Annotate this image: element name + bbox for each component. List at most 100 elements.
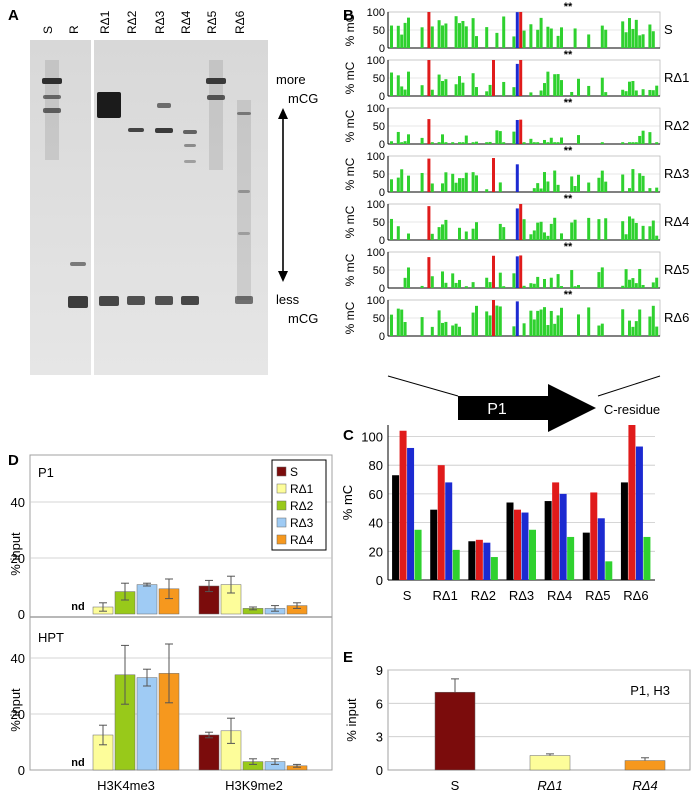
chart-c-category-label: S	[403, 588, 412, 603]
legend-swatch	[276, 534, 287, 545]
chart-c-bar	[430, 509, 438, 580]
methylation-bar	[600, 77, 604, 96]
chart-c-bar	[620, 482, 628, 580]
methylation-bar	[624, 234, 628, 240]
methylation-bar	[549, 310, 553, 336]
legend-label: S	[290, 465, 298, 479]
methylation-bar	[631, 326, 635, 336]
methylation-bar	[532, 283, 536, 288]
methylation-bar	[441, 322, 444, 336]
methylation-bar	[621, 21, 625, 48]
methylation-bar	[628, 216, 631, 240]
chart-c-bar	[559, 493, 567, 580]
methylation-bar	[573, 219, 577, 240]
methylation-bar	[430, 142, 434, 144]
methylation-bar	[624, 32, 628, 48]
methylation-bar	[570, 91, 574, 96]
methylation-bar	[502, 227, 506, 240]
chart-d-p1-ytick-label: 40	[11, 495, 25, 510]
methylation-bar	[570, 222, 574, 240]
methylation-bar	[396, 75, 400, 96]
methylation-bar	[624, 91, 628, 96]
chart-c-ytick-label: 20	[369, 544, 383, 559]
row-ytick-label: 100	[367, 247, 385, 259]
methylation-bar	[560, 27, 563, 48]
methylation-bar	[638, 309, 642, 336]
methylation-row-2: 100 50 0 % mC RΔ2 **	[343, 97, 689, 151]
methylation-bar	[600, 142, 604, 144]
chart-e: 0 3 6 9 % input P1, H3 S RΔ1 RΔ4	[344, 663, 691, 793]
gel-lane-label: S	[41, 26, 55, 34]
methylation-bar	[543, 172, 546, 192]
methylation-bar	[631, 80, 635, 96]
methylation-row-4: 100 50 0 % mC RΔ4 **	[343, 193, 689, 247]
methylation-bar	[407, 175, 410, 192]
methylation-bar	[454, 282, 458, 288]
methylation-bar	[498, 306, 502, 336]
chart-d-category-label: H3K4me3	[97, 778, 155, 793]
methylation-bar	[458, 227, 461, 240]
methylation-bar	[573, 286, 577, 288]
gel-smear	[45, 60, 59, 160]
gel-band	[43, 95, 61, 99]
methylation-bar	[420, 85, 424, 96]
methylation-bar	[628, 188, 631, 192]
panel-label-a: A	[8, 7, 19, 24]
methylation-bar	[600, 323, 604, 336]
gel-arrow-up-head	[278, 108, 288, 119]
methylation-bar	[655, 85, 659, 96]
methylation-bar	[631, 28, 635, 48]
methylation-bar	[430, 233, 434, 240]
methylation-bar	[655, 326, 659, 336]
methylation-bar	[396, 226, 400, 240]
chart-c-bar	[468, 541, 476, 580]
methylation-bar	[441, 224, 444, 240]
row-ylabel: % mC	[343, 13, 357, 46]
chart-d: 0 20 40 P1 % input nd 0 20 40 HPT % input H3K4me3 H3…	[8, 454, 333, 793]
methylation-bar	[641, 284, 645, 288]
legend-label: RΔ2	[290, 499, 314, 513]
gel-lane-label: RΔ2	[125, 10, 139, 34]
methylation-bar	[570, 176, 574, 192]
chart-e-ylabel: % input	[344, 698, 359, 742]
chart-c-bar	[582, 532, 590, 580]
methylation-bar	[631, 142, 635, 144]
methylation-bar	[441, 25, 444, 48]
methylation-bar	[420, 285, 424, 288]
methylation-bar	[475, 36, 478, 48]
methylation-bar	[648, 24, 652, 48]
methylation-bar	[604, 218, 608, 240]
row-name: RΔ6	[664, 310, 689, 325]
methylation-bar	[621, 285, 625, 288]
methylation-bar	[651, 220, 655, 240]
chart-c-category-label: RΔ6	[623, 588, 648, 603]
methylation-bar	[536, 310, 540, 336]
chart-c-bar	[399, 430, 407, 580]
methylation-bar	[396, 131, 400, 144]
methylation-bar	[651, 90, 655, 96]
methylation-bar	[519, 255, 523, 288]
chart-c-bar	[643, 536, 651, 580]
methylation-bar	[488, 141, 492, 144]
methylation-bar	[464, 172, 468, 192]
methylation-bar	[407, 267, 410, 288]
gel-band	[184, 160, 196, 163]
methylation-bar	[570, 270, 574, 288]
row-ylabel: % mC	[343, 109, 357, 142]
chart-c-bar	[490, 557, 498, 580]
methylation-bar	[498, 131, 502, 144]
chart-c-bar	[475, 539, 483, 580]
row-ytick-label: 100	[367, 55, 385, 67]
methylation-bar	[553, 170, 557, 192]
methylation-bar	[441, 183, 444, 192]
row-ytick-label: 100	[367, 151, 385, 163]
legend-label: RΔ3	[290, 516, 314, 530]
gel-lane-label: R	[67, 25, 81, 34]
methylation-bar	[641, 89, 645, 96]
gel-band	[42, 78, 62, 84]
chart-c-ytick-label: 100	[361, 429, 383, 444]
promoter-label: P1	[487, 401, 507, 418]
methylation-bar	[498, 272, 502, 288]
gel-lane-label: RΔ1	[98, 10, 112, 34]
row-ytick-label: 100	[367, 295, 385, 307]
